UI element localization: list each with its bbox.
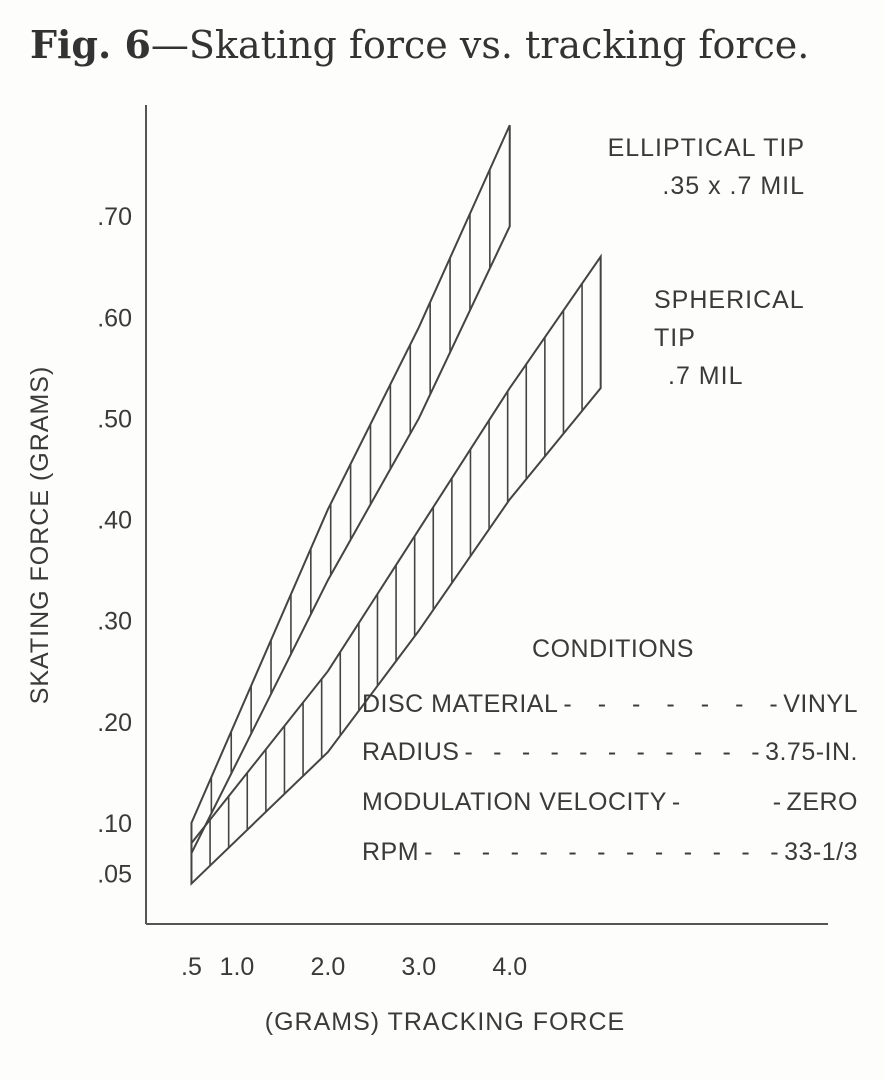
band-elliptical <box>190 124 511 854</box>
condition-dashes: ------- <box>563 690 778 718</box>
x-tick-label: 2.0 <box>310 953 345 981</box>
y-tick-label: .10 <box>97 810 132 838</box>
x-axis-label: (GRAMS) TRACKING FORCE <box>265 1008 625 1036</box>
x-tick-labels: .5 1.0 2.0 3.0 4.0 <box>181 953 527 981</box>
series-labels: ELLIPTICAL TIP .35 x .7 MIL SPHERICAL TIP .7… <box>608 134 805 390</box>
y-tick-label: .05 <box>97 860 132 888</box>
x-tick-label: 4.0 <box>492 953 527 981</box>
y-tick-labels: .05 .10 .20 .30 .40 .50 .60 .70 <box>97 203 132 888</box>
figure-number: Fig. 6 <box>30 22 151 67</box>
condition-dashes: -- <box>672 788 782 816</box>
series-label-line: ELLIPTICAL TIP <box>608 134 805 162</box>
y-tick-label: .70 <box>97 203 132 231</box>
y-tick-label: .20 <box>97 709 132 737</box>
condition-dashes: ------------- <box>424 838 779 866</box>
y-tick-label: .30 <box>97 608 132 636</box>
condition-value: 33-1/3 <box>784 838 858 866</box>
condition-label: MODULATION VELOCITY <box>362 788 667 816</box>
series-label-line: TIP <box>654 324 696 352</box>
figure-title: Fig. 6—Skating force vs. tracking force. <box>30 22 809 67</box>
x-tick-label: .5 <box>181 953 202 981</box>
y-tick-label: .50 <box>97 405 132 433</box>
series-label-line: SPHERICAL <box>654 286 805 314</box>
condition-value: VINYL <box>783 690 858 718</box>
y-axis-label: SKATING FORCE (GRAMS) <box>26 366 54 705</box>
x-tick-label: 3.0 <box>401 953 436 981</box>
condition-dashes: ----------- <box>464 738 760 766</box>
bands-layer <box>190 124 602 886</box>
condition-value: 3.75-IN. <box>765 738 858 766</box>
band-outline <box>190 124 511 854</box>
band-spherical <box>190 253 602 886</box>
x-tick-label: 1.0 <box>220 953 255 981</box>
band-outline <box>190 253 602 886</box>
condition-value: ZERO <box>787 788 858 816</box>
conditions-box: CONDITIONS DISC MATERIAL VINYL------- RADIU… <box>362 635 858 866</box>
condition-label: DISC MATERIAL <box>362 690 558 718</box>
series-label-line: .35 x .7 MIL <box>662 172 805 200</box>
condition-label: RPM <box>362 838 419 866</box>
y-tick-label: .40 <box>97 507 132 535</box>
condition-label: RADIUS <box>362 738 459 766</box>
figure-title-text: —Skating force vs. tracking force. <box>150 23 810 67</box>
y-tick-label: .60 <box>97 304 132 332</box>
series-label-line: .7 MIL <box>668 362 743 390</box>
conditions-heading: CONDITIONS <box>532 635 694 663</box>
